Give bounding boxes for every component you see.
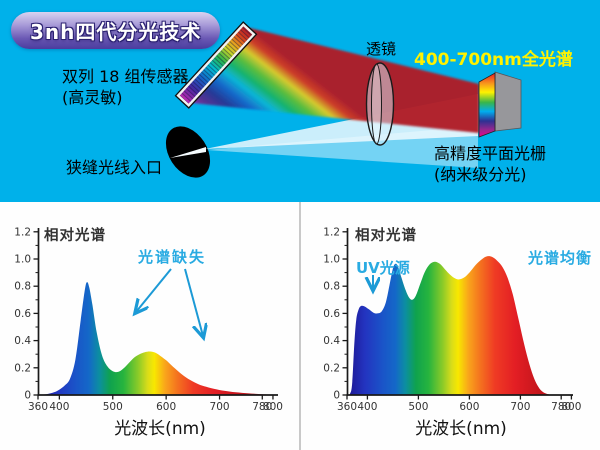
title-badge: 3nh四代分光技术	[11, 12, 221, 49]
spectrum-area	[38, 282, 273, 395]
spectrum-range-label: 400-700nm全光谱	[414, 50, 573, 70]
x-tick-label: 700	[510, 401, 530, 413]
slit-label: 狭缝光线入口	[66, 158, 163, 177]
x-tick-label: 780	[551, 401, 571, 413]
chart-title: 相对光谱	[44, 228, 106, 244]
slit-aperture	[165, 126, 211, 178]
x-tick-label: 500	[103, 401, 123, 413]
sensor-array	[174, 21, 258, 109]
grating	[478, 71, 522, 138]
y-tick-label: 0	[333, 390, 340, 402]
lens-label: 透镜	[366, 40, 397, 58]
y-tick-label: 1.2	[323, 226, 340, 238]
y-tick-label: 1.0	[323, 254, 340, 266]
chart-title: 相对光谱	[355, 228, 417, 244]
sensor-label-line1: 双列 18 组传感器	[62, 67, 189, 86]
grating-label-line2: (纳米级分光)	[434, 165, 527, 184]
charts-section: 0 0.2 0.4 0.6 0.8 1.0 1.2 360 400 500 600 700 780 800…	[0, 202, 600, 450]
y-tick-label: 0.2	[323, 362, 340, 374]
x-tick-label: 800	[561, 401, 581, 413]
y-tick-label: 0.4	[14, 335, 31, 347]
y-tick-label: 0.6	[323, 308, 340, 320]
chart-panel-balanced: 0 0.2 0.4 0.6 0.8 1.0 1.2 360 400 500 600 700 780 800…	[301, 202, 600, 450]
x-tick-label: 600	[459, 401, 479, 413]
badge-label: 3nh四代分光技术	[30, 20, 202, 44]
annotation-spectrum-missing: 光谱缺失	[138, 248, 207, 266]
y-tick-label: 1.2	[14, 226, 31, 238]
spectrum-area	[347, 256, 572, 396]
optics-drawing	[165, 21, 522, 178]
x-tick-label: 360	[337, 401, 357, 413]
slit-opening	[170, 147, 206, 158]
y-tick-label: 0	[24, 390, 31, 402]
y-tick-label: 0.6	[14, 308, 31, 320]
lens	[365, 62, 395, 146]
panel-divider	[299, 202, 301, 450]
y-tick-label: 0.8	[14, 281, 31, 293]
x-tick-label: 400	[49, 401, 69, 413]
x-tick-label: 780	[252, 401, 272, 413]
y-tick-label: 1.0	[14, 254, 31, 266]
sensor-label-line2: (高灵敏)	[62, 88, 123, 107]
annotation-spectrum-balanced: 光谱均衡	[528, 249, 593, 267]
sensor-label: 双列 18 组传感器 (高灵敏)	[62, 66, 189, 108]
x-tick-label: 700	[210, 401, 230, 413]
x-tick-label: 800	[263, 401, 283, 413]
grating-label-line1: 高精度平面光栅	[434, 144, 547, 163]
y-tick-label: 0.4	[323, 335, 340, 347]
x-tick-label: 400	[357, 401, 377, 413]
x-tick-label: 360	[28, 401, 48, 413]
x-tick-label: 500	[408, 401, 428, 413]
chart-panel-led: 0 0.2 0.4 0.6 0.8 1.0 1.2 360 400 500 600 700 780 800…	[0, 202, 299, 450]
rainbow-beam	[182, 28, 479, 133]
x-axis-label: 光波长(nm)	[415, 419, 507, 439]
grating-label: 高精度平面光栅 (纳米级分光)	[434, 143, 546, 185]
y-tick-label: 0.8	[323, 281, 340, 293]
optics-section: 3nh四代分光技术 双列 18 组传感器 (高灵敏) 透镜 400-700nm全…	[0, 0, 600, 202]
annotation-uv-source: UV光源	[356, 259, 410, 277]
x-tick-label: 600	[156, 401, 176, 413]
x-axis-label: 光波长(nm)	[114, 419, 206, 439]
y-tick-label: 0.2	[14, 362, 31, 374]
